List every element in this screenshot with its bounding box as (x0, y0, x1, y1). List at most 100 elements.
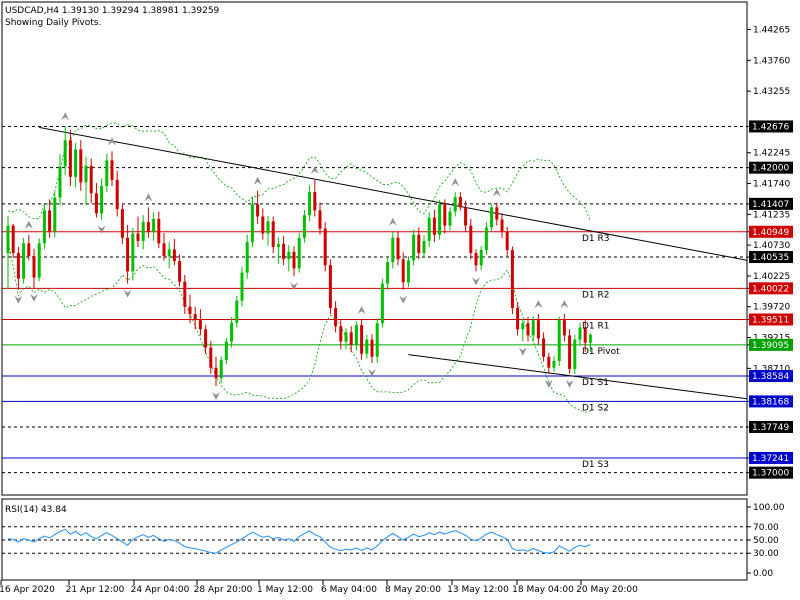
candle (58, 154, 62, 206)
rsi-line (7, 528, 591, 554)
candle (32, 248, 36, 288)
candle (183, 275, 187, 315)
candle (235, 295, 239, 328)
candle-body (391, 237, 395, 263)
price-tick-label: 1.41740 (753, 180, 790, 190)
candle (526, 317, 530, 342)
candle-body (412, 234, 416, 261)
candle (391, 231, 395, 269)
candle (193, 306, 197, 330)
candle (230, 317, 234, 348)
candle-body (198, 320, 202, 330)
candle-body (313, 192, 317, 211)
candle (448, 207, 452, 231)
candle-body (438, 204, 442, 235)
candle-body (490, 207, 494, 228)
candle (167, 242, 171, 269)
candle-body (292, 251, 296, 269)
candle (172, 239, 176, 266)
candle (318, 202, 322, 235)
time-axis: 16 Apr 2020 21 Apr 12:00 24 Apr 04:00 28 Ap… (0, 580, 638, 595)
candle-body (510, 250, 514, 308)
candle (573, 334, 577, 374)
price-label-text: 1.37000 (752, 469, 789, 479)
rsi-label: RSI(14) 43.84 (5, 505, 67, 515)
price-label-text: 1.41407 (752, 200, 789, 210)
candle (146, 207, 150, 238)
candle (458, 192, 462, 211)
candle (27, 234, 31, 261)
price-label-box (749, 225, 793, 238)
candle-body (448, 211, 452, 226)
candle (22, 237, 26, 284)
bands-layer (7, 122, 591, 413)
candle-body (588, 334, 592, 343)
chart-symbol-header: USDCAD,H4 1.39130 1.39294 1.38981 1.3925… (5, 6, 220, 16)
price-label-text: 1.42000 (752, 164, 789, 174)
candle-body (224, 341, 228, 360)
candle-body (63, 140, 67, 167)
candle-body (79, 149, 83, 183)
candle (37, 238, 41, 282)
candle-body (562, 320, 566, 336)
candle (94, 182, 98, 218)
candle-body (334, 307, 338, 327)
candle (375, 318, 379, 363)
trendline (408, 354, 747, 400)
candle (360, 320, 364, 360)
candle-body (100, 185, 104, 214)
candle (427, 212, 431, 247)
candle-body (526, 323, 530, 336)
candle-body (115, 179, 119, 210)
rsi-line-group (7, 528, 591, 554)
fractal-down-marker (290, 282, 298, 291)
candle-body (11, 225, 15, 254)
candle (500, 213, 504, 238)
candle-body (323, 228, 327, 266)
candle (209, 340, 213, 374)
candle (162, 232, 166, 261)
candle-body (22, 243, 26, 279)
candle (557, 316, 561, 366)
candle-body (344, 332, 348, 342)
candle-body (240, 272, 244, 301)
upper-band (7, 122, 591, 222)
candle-body (84, 165, 88, 183)
candle (406, 256, 410, 288)
candle-body (521, 323, 525, 330)
candle (323, 221, 327, 272)
candle-body (318, 210, 322, 229)
candle (328, 259, 332, 315)
candle-body (297, 237, 301, 269)
candle (438, 200, 442, 240)
candle-body (48, 210, 52, 232)
price-axis: 1.44265 1.43760 1.43255 1.42676 1.42245 1.420… (747, 26, 793, 479)
pivot-labels-layer: D1 R3 D1 R2 D1 R1 D1 Pivot D1 S1 D1 S2 D1 S3 (582, 234, 620, 470)
lower-band (7, 240, 591, 413)
candle-body (188, 306, 192, 315)
candle-body (37, 243, 41, 278)
candle (152, 212, 156, 241)
pivot-label: D1 R3 (582, 234, 610, 244)
time-tick-label: 16 Apr 2020 (0, 585, 55, 595)
pivot-label: D1 S3 (582, 460, 609, 470)
fractal-up-marker (492, 188, 501, 197)
candle-body (458, 196, 462, 208)
price-label-box (749, 161, 793, 174)
candle-body (505, 231, 509, 251)
candle (516, 301, 520, 336)
candle (204, 325, 208, 354)
fractal-up-marker (253, 176, 262, 185)
candle (11, 223, 15, 258)
candle-body (484, 227, 488, 251)
candle-body (542, 338, 546, 357)
fractal-up-marker (108, 137, 116, 146)
candle-body (266, 221, 270, 234)
candle-body (245, 242, 249, 273)
main-panel-frame (1, 1, 748, 496)
price-label-box (749, 251, 793, 264)
price-label-text: 1.40949 (752, 228, 789, 238)
price-tick-label: 1.43760 (753, 56, 790, 66)
fractal-up-marker (534, 300, 543, 309)
